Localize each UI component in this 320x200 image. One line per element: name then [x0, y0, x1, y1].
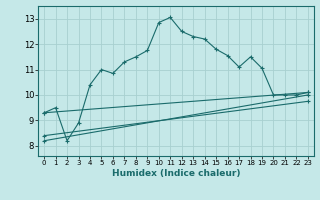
X-axis label: Humidex (Indice chaleur): Humidex (Indice chaleur)	[112, 169, 240, 178]
